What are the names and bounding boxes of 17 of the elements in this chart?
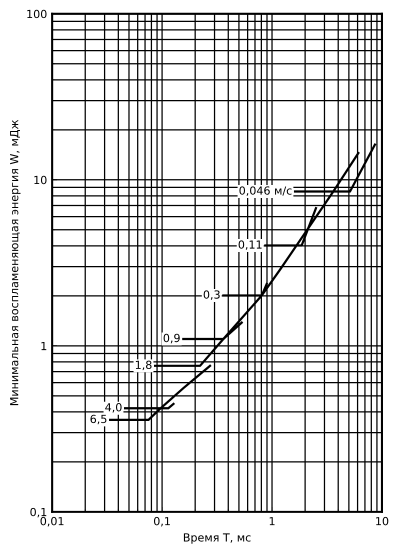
x-tick-label: 1 [270, 517, 275, 526]
y-tick-label: 1 [41, 342, 46, 350]
series-label: 0,11 [238, 240, 262, 250]
series-label: 4,0 [105, 403, 122, 413]
x-axis-title: Время T, мс [184, 533, 251, 544]
x-tick-label: 0,1 [154, 516, 170, 526]
series-label: 0,3 [204, 290, 220, 300]
series-label: 6,5 [90, 414, 106, 424]
x-tick-label: 0,01 [40, 516, 64, 526]
series-label: 0,9 [164, 334, 180, 344]
series-label: 0,046 м/с [239, 186, 292, 196]
y-tick-label: 10 [34, 176, 47, 184]
series-label: 1,8 [136, 360, 152, 370]
x-tick-label: 10 [376, 516, 388, 526]
y-tick-label: 0,1 [30, 508, 46, 518]
y-axis-title: Минимальная воспламеняющая энергия W, мДж [10, 120, 21, 406]
y-tick-label: 100 [27, 10, 47, 18]
